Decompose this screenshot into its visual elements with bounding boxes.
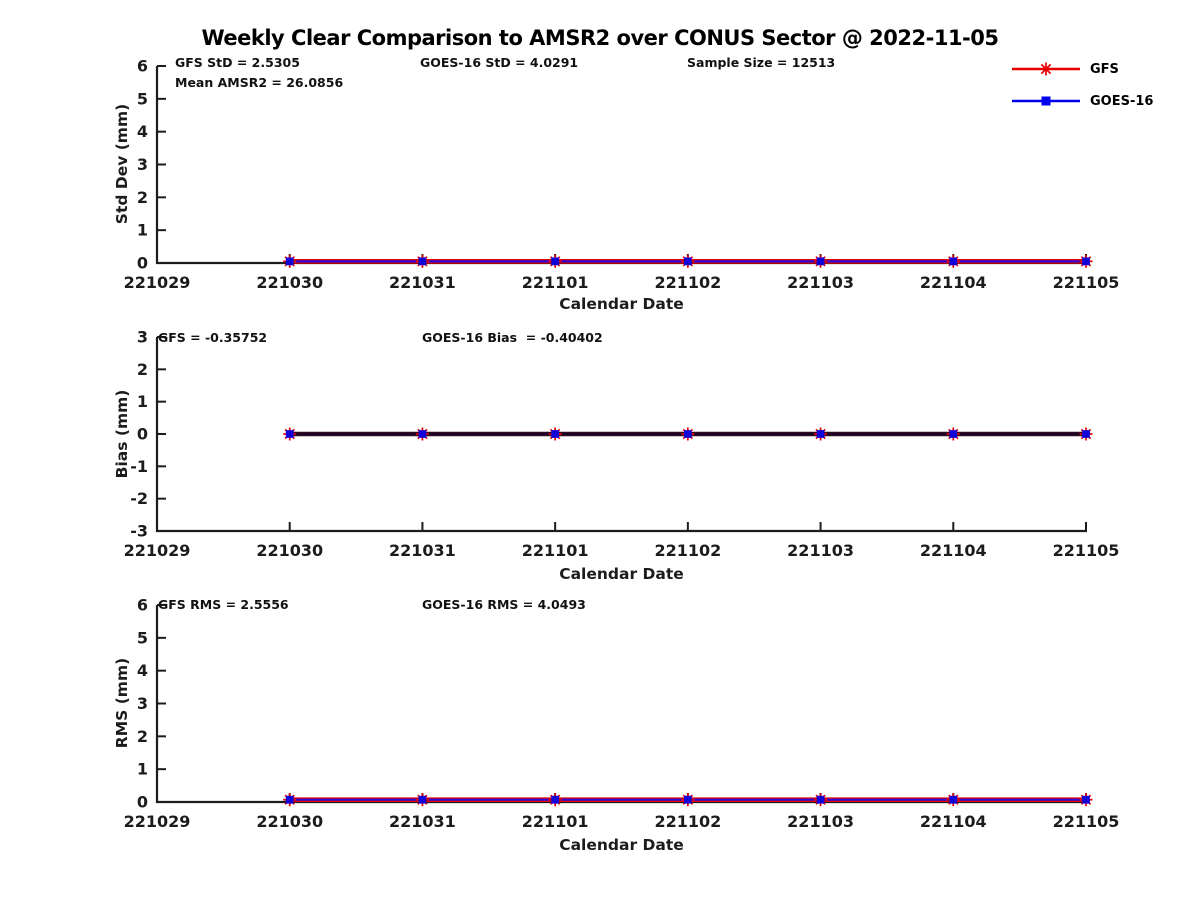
goes16-square-marker [816,795,825,804]
y-tick-label: 2 [137,360,148,379]
rms-y-axis-label: RMS (mm) [113,657,131,749]
goes16-square-marker [551,430,560,438]
bias-x-axis-label: Calendar Date [559,565,684,583]
goes16-square-marker [418,430,427,438]
goes16-square-marker [551,257,560,266]
goes16-square-marker [816,257,825,266]
x-tick-label: 221103 [787,273,854,292]
x-tick-label: 221104 [920,541,987,560]
annotation-goes16-rms: GOES-16 RMS = 4.0493 [422,597,586,612]
goes16-square-marker [1082,430,1090,438]
x-tick-label: 221102 [654,541,721,560]
goes16-square-marker [683,795,692,804]
goes16-square-marker [285,257,294,266]
bias-plot-svg: 221029 221030 221031 221101 221102 221103 2211… [124,328,1120,561]
goes16-square-marker [816,430,825,438]
goes16-square-marker [949,257,958,266]
y-tick-label: -1 [130,457,148,476]
legend-item-goes16: GOES-16 [1010,92,1153,110]
x-tick-label: 221101 [522,812,589,831]
goes16-line-marker-icon [1012,96,1080,106]
goes16-square-marker [418,257,427,266]
y-tick-label: 1 [137,760,148,779]
goes16-square-marker [1082,257,1090,266]
subplot-stddev: 221029 221030 221031 221101 221102 221103 2211… [0,40,1200,313]
chart-title: Weekly Clear Comparison to AMSR2 over CO… [201,26,999,50]
x-tick-label: 221102 [654,812,721,831]
gfs-line-marker-icon [1012,62,1080,76]
x-tick-label: 221029 [124,273,191,292]
y-tick-label: 1 [137,392,148,411]
goes16-square-marker [683,430,692,438]
stddev-x-axis-label: Calendar Date [559,295,684,313]
legend-label-gfs: GFS [1090,61,1119,77]
y-tick-label: 3 [137,328,148,347]
y-tick-label: 4 [137,661,148,680]
legend: GFS GOES-16 [1010,60,1153,124]
y-tick-label: 0 [137,793,148,812]
annotation-gfs-std: GFS StD = 2.5305 [175,55,300,70]
x-tick-label: 221105 [1053,273,1120,292]
goes16-square-marker [949,430,958,438]
y-tick-label: -3 [130,522,148,541]
y-tick-label: 0 [137,254,148,273]
x-tick-label: 221029 [124,541,191,560]
x-tick-label: 221030 [256,541,323,560]
annotation-goes16-bias: GOES-16 Bias = -0.40402 [422,330,603,345]
x-tick-label: 221104 [920,273,987,292]
x-tick-label: 221104 [920,812,987,831]
goes16-square-marker [551,795,560,804]
bias-y-axis-label: Bias (mm) [113,389,131,479]
x-tick-label: 221103 [787,541,854,560]
x-tick-label: 221101 [522,541,589,560]
rms-x-axis-label: Calendar Date [559,836,684,854]
subplot-rms: 221029 221030 221031 221101 221102 221103 2211… [0,583,1200,855]
goes16-square-marker [683,257,692,266]
annotation-goes16-std: GOES-16 StD = 4.0291 [420,55,579,70]
y-tick-label: 2 [137,188,148,207]
annotation-sample-size: Sample Size = 12513 [687,55,836,70]
x-tick-label: 221031 [389,812,456,831]
annotation-gfs-bias: GFS = -0.35752 [158,330,268,345]
x-tick-label: 221102 [654,273,721,292]
x-tick-label: 221105 [1053,541,1120,560]
subplot-bias: 221029 221030 221031 221101 221102 221103 2211… [0,313,1200,584]
goes16-square-marker [285,430,294,438]
x-tick-label: 221031 [389,273,456,292]
y-tick-label: 3 [137,694,148,713]
stddev-y-axis-label: Std Dev (mm) [113,103,131,225]
x-tick-label: 221101 [522,273,589,292]
y-tick-label: 1 [137,221,148,240]
legend-label-goes16: GOES-16 [1090,93,1154,109]
y-tick-label: 2 [137,727,148,746]
x-tick-label: 221031 [389,541,456,560]
goes16-square-marker [418,795,427,804]
y-tick-label: -2 [130,489,148,508]
y-tick-label: 6 [137,596,148,615]
x-tick-label: 221030 [256,273,323,292]
annotation-gfs-rms: GFS RMS = 2.5556 [158,597,289,612]
x-tick-label: 221103 [787,812,854,831]
goes16-square-marker [949,795,958,804]
annotation-mean-amsr2: Mean AMSR2 = 26.0856 [175,75,344,90]
x-tick-label: 221029 [124,812,191,831]
stddev-plot-svg: 221029 221030 221031 221101 221102 221103 2211… [124,57,1120,293]
rms-plot-svg: 221029 221030 221031 221101 221102 221103 2211… [124,596,1120,832]
x-tick-label: 221030 [256,812,323,831]
x-tick-label: 221105 [1053,812,1120,831]
goes16-square-marker [1082,795,1090,804]
y-tick-label: 4 [137,122,148,141]
goes16-square-marker [285,795,294,804]
y-tick-label: 5 [137,89,148,108]
y-tick-label: 3 [137,155,148,174]
legend-item-gfs: GFS [1010,60,1153,78]
y-tick-label: 5 [137,628,148,647]
y-tick-label: 0 [137,425,148,444]
y-tick-label: 6 [137,57,148,76]
